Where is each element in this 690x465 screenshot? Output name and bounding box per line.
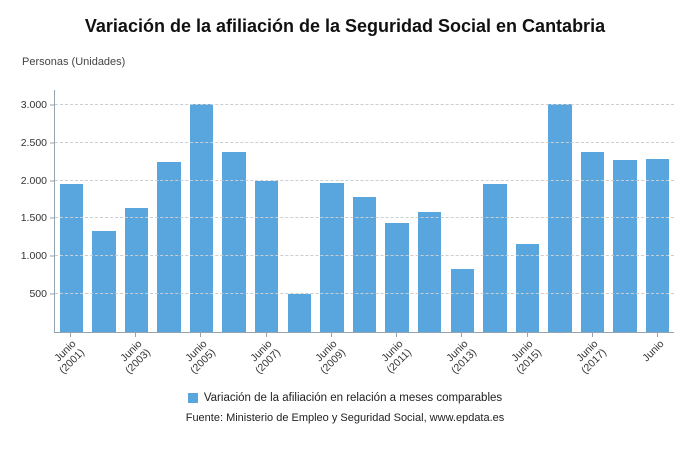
bar-slot [609,90,642,332]
bar-slot [250,90,283,332]
bar [124,207,149,332]
y-axis-title: Personas (Unidades) [22,55,126,68]
y-tick-label: 500 [29,288,47,301]
bar [613,160,637,332]
bar [483,184,507,332]
bar-slot [413,90,446,332]
gridline [55,179,674,181]
bar [320,182,344,332]
bar [222,151,246,332]
x-tick-mark [200,332,202,337]
bars [55,90,674,332]
gridline [55,104,674,106]
x-tick-mark [526,332,528,337]
bar-slot [218,90,251,332]
bar-slot [283,90,316,332]
bar [92,231,116,332]
x-tick-mark [330,332,332,337]
bar-slot [479,90,512,332]
plot-area: 500 1.000 1.500 2.000 2.500 3.000 [21,89,674,333]
y-tick-mark [50,104,55,106]
bar-slot [641,90,674,332]
legend-swatch-icon [187,392,198,403]
y-tick-mark [50,142,55,144]
x-tick-mark [657,332,659,337]
bar-slot [381,90,414,332]
y-tick-mark [50,293,55,295]
x-tick-mark [265,332,267,337]
bar [580,151,605,332]
y-tick-label: 1.000 [20,250,47,263]
source-attribution: Fuente: Ministerio de Empleo y Seguridad… [185,411,505,424]
bar-slot [185,90,218,332]
y-tick-mark [50,217,55,219]
y-tick-label: 2.500 [20,136,47,149]
chart: 500 1.000 1.500 2.000 2.500 3.000 Junio (2001… [21,89,674,391]
y-tick-label: 1.500 [20,212,47,225]
bar-slot [446,90,479,332]
bar [287,294,312,332]
bar-slot [55,90,88,332]
x-axis: Junio (2001) Junio (2003) Junio (2005) Juni… [53,332,674,391]
bar-slot [88,90,121,332]
bar [59,184,84,332]
bar-slot [120,90,153,332]
bar-slot [544,90,577,332]
gridline [55,141,674,143]
bar-slot [348,90,381,332]
chart-title: Variación de la afiliación de la Segurid… [84,16,606,36]
bar-slot [153,90,186,332]
bar [417,212,442,332]
bar [157,161,181,332]
x-tick-mark [135,332,137,337]
bar [352,196,377,332]
bar [385,223,409,332]
legend-label: Variación de la afiliación en relación a… [203,391,503,404]
bar [645,158,670,332]
bar [515,244,540,332]
gridline [55,217,674,219]
bar-slot [511,90,544,332]
y-tick-label: 2.000 [20,174,47,187]
y-tick-label: 3.000 [20,99,47,112]
y-tick-mark [50,180,55,182]
x-tick-mark [461,332,463,337]
x-tick-mark [396,332,398,337]
bar-slot [316,90,349,332]
bar-slot [576,90,609,332]
y-tick-mark [50,255,55,257]
bar [255,181,279,332]
gridline [55,255,674,257]
legend: Variación de la afiliación en relación a… [0,392,690,404]
bar [450,269,474,332]
x-tick-mark [69,332,71,337]
gridline [55,293,674,295]
x-tick-mark [591,332,593,337]
